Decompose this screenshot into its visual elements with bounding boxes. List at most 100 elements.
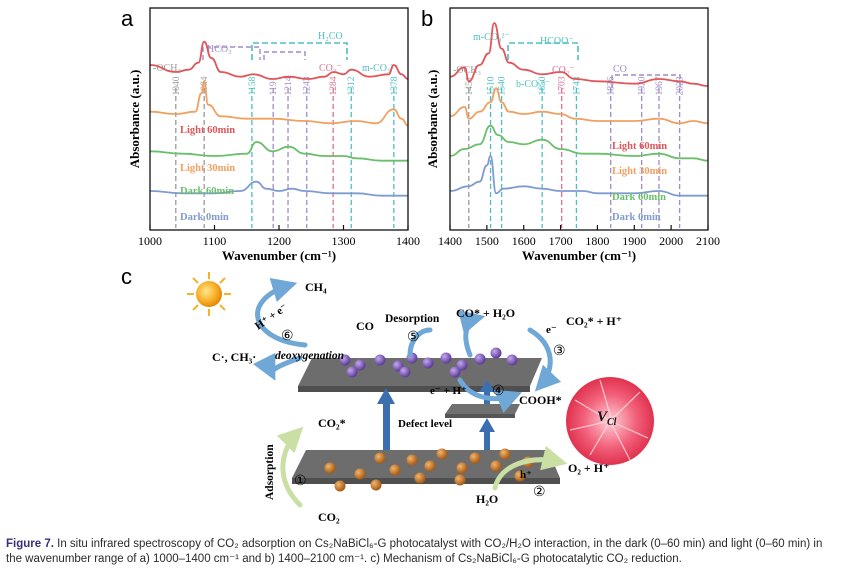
axis-a-ylabel: Absorbance (a.u.) [127, 70, 142, 169]
reference-label-1158: 1158 [248, 76, 258, 95]
purple-particle [456, 359, 468, 371]
group-label-co: CO [613, 64, 627, 75]
group-label-och3: -OCH₃ [153, 63, 181, 74]
panel-letter-b: b [421, 6, 433, 31]
series-line-dark-60min [149, 141, 408, 162]
brown-particle [414, 472, 426, 484]
figure-caption: Figure 7. In situ infrared spectroscopy … [6, 537, 838, 567]
brown-particle [456, 462, 468, 474]
label-c-ch3: C·, CH₃· [212, 350, 256, 364]
legend-b-dark0: Dark 0min [612, 212, 661, 223]
brown-particle [374, 452, 386, 464]
bracket-hco3-b [263, 51, 306, 60]
reference-label-1284: 1284 [329, 76, 339, 95]
purple-particle [490, 347, 502, 359]
purple-particle [474, 353, 486, 365]
legend-a-light30: Light 30min [180, 163, 235, 174]
legend-b-dark60: Dark 60min [612, 192, 666, 203]
reference-label-1451: 1451 [465, 76, 475, 95]
brown-particle [454, 474, 466, 486]
x-tick-label-1600: 1600 [512, 234, 536, 248]
reference-label-1214: 1214 [284, 76, 294, 95]
label-co2-star-h: CO₂* + H⁺ [566, 314, 622, 328]
series-line-dark-60min [449, 124, 709, 162]
x-tick-label-1500: 1500 [475, 234, 499, 248]
x-tick-label-1900: 1900 [622, 234, 646, 248]
label-desorption: Desorption [385, 313, 440, 325]
purple-particle [506, 354, 518, 366]
step-2: ② [533, 485, 546, 500]
x-axis-ticks: 1000 1100 1200 1300 1400 [138, 225, 420, 248]
brown-particle [436, 448, 448, 460]
reference-label-1920: 1920 [638, 76, 648, 95]
reference-label-1650: 1650 [538, 76, 548, 95]
reference-label-1378: 1378 [390, 76, 400, 95]
group-label-co2: CO₂⁻ [552, 65, 575, 76]
brown-particle [334, 480, 346, 492]
label-cooh: COOH* [519, 393, 562, 407]
series-line-light-60min [149, 40, 409, 80]
bracket-hcoo [507, 42, 579, 60]
series-line-dark-0min [149, 180, 408, 197]
x-tick-label-1300: 1300 [332, 234, 356, 248]
label-h2o: H₂O [476, 492, 498, 506]
x-tick-label-1200: 1200 [267, 234, 291, 248]
reference-label-1040: 1040 [172, 76, 182, 95]
label-co-star-h2o: CO* + H₂O [456, 306, 515, 320]
defect-level-plate [445, 404, 520, 418]
purple-particle [449, 366, 461, 378]
purple-particle [422, 357, 434, 369]
axis-b-ylabel: Absorbance (a.u.) [425, 70, 440, 169]
bracket-hco3 [202, 46, 261, 60]
series-line-light-30min [449, 87, 709, 125]
label-h-plus: h⁺ [520, 469, 532, 481]
purple-particle [399, 366, 411, 378]
label-ch4: CH₄ [305, 280, 327, 294]
purple-particle [339, 354, 351, 366]
x-tick-label-1400: 1400 [438, 234, 462, 248]
brown-particle [514, 470, 526, 482]
label-co: CO [356, 319, 374, 333]
step-5: ⑤ [407, 330, 420, 345]
bracket-h2co [251, 42, 348, 60]
axis-a-xlabel: Wavenumber (cm⁻¹) [222, 248, 336, 263]
panel-letter-a: a [121, 6, 134, 31]
axis-b-xlabel: Wavenumber (cm⁻¹) [522, 248, 636, 263]
series-line-light-60min [449, 22, 709, 87]
brown-particle [424, 460, 436, 472]
adsorption-arrows [276, 426, 568, 508]
plot-frame-b [449, 7, 709, 231]
band-group-brackets [507, 42, 681, 88]
brown-particle [406, 454, 418, 466]
reaction-arrows [253, 278, 562, 414]
label-co2-star: CO₂* [318, 416, 346, 430]
caption-text: In situ infrared spectroscopy of CO₂ ads… [6, 538, 823, 565]
series-lines [449, 22, 709, 197]
step-1: ① [294, 474, 307, 489]
legend-a-dark60: Dark 60min [180, 186, 234, 197]
group-label-mco3: m-CO₃²⁻ [362, 63, 399, 74]
x-tick-label-2100: 2100 [696, 234, 720, 248]
brown-particle [354, 468, 366, 480]
brown-particles [324, 448, 534, 492]
reference-label-1703: 1703 [558, 76, 568, 95]
group-label-h2co: H₂CO [318, 31, 343, 42]
step-6: ⑥ [281, 329, 294, 344]
panel-letter-c: c [121, 264, 132, 289]
brown-particle [324, 462, 336, 474]
sun-icon [187, 272, 231, 316]
step-3: ③ [553, 344, 566, 359]
legend-a-light60: Light 60min [180, 125, 235, 136]
group-label-co2: CO₂⁻ [319, 63, 342, 74]
label-deoxygenation: deoxygenation [275, 350, 344, 362]
chart-b: b 1451 1510 1540 1650 1703 1743 1836 1920 1967 20… [421, 6, 720, 263]
vacancy-particle: VCl [566, 377, 654, 465]
purple-particle [374, 354, 386, 366]
brown-particle [490, 460, 502, 472]
reference-label-1191: 1191 [269, 76, 279, 95]
step-4: ④ [492, 384, 505, 399]
x-tick-label-1800: 1800 [585, 234, 609, 248]
brown-particle [469, 452, 481, 464]
group-label-hcoo: HCOO⁻ [540, 36, 574, 47]
